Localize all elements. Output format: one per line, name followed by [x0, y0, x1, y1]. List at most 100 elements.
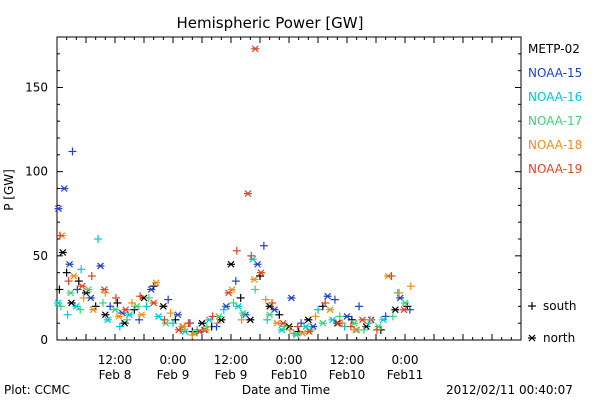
- data-point-south: [285, 325, 294, 334]
- x-tick-time-label: 0:00: [392, 353, 419, 367]
- data-point-south: [293, 322, 302, 331]
- data-point-south: [275, 310, 284, 319]
- data-point-north: [132, 302, 141, 310]
- marker-legend-label: north: [543, 331, 575, 345]
- data-point-south: [169, 319, 177, 328]
- data-point-south: [113, 298, 122, 307]
- x-tick-date-label: Feb 9: [157, 368, 190, 382]
- data-point-north: [67, 299, 76, 307]
- y-tick-label: 0: [40, 333, 48, 347]
- data-point-north: [374, 323, 383, 330]
- data-point-north: [54, 205, 63, 213]
- timestamp: 2012/02/11 00:40:07: [446, 383, 573, 397]
- data-point-north: [84, 286, 93, 293]
- data-point-south: [188, 330, 197, 339]
- data-point-south: [87, 272, 96, 281]
- data-point-south: [395, 288, 404, 297]
- data-point-south: [366, 315, 375, 324]
- data-point-north: [256, 269, 265, 277]
- data-point-north: [72, 302, 81, 310]
- data-point-north: [60, 185, 69, 192]
- data-point-north: [137, 311, 146, 319]
- data-point-north: [305, 328, 314, 336]
- plot-credit: Plot: CCMC: [4, 383, 70, 397]
- data-point-north: [239, 309, 248, 317]
- data-point-south: [314, 305, 322, 314]
- data-point-south: [74, 277, 83, 286]
- data-point-south: [79, 293, 88, 302]
- data-point-south: [127, 298, 136, 307]
- y-tick-label: 50: [33, 249, 48, 263]
- data-point-south: [63, 310, 72, 319]
- data-point-north: [279, 319, 288, 327]
- data-point-south: [184, 319, 193, 328]
- data-point-north: [103, 316, 112, 324]
- data-point-north: [246, 316, 255, 324]
- star-marker-icon: [528, 334, 536, 342]
- data-point-north: [323, 292, 332, 300]
- data-point-north: [265, 311, 274, 319]
- data-point-north: [328, 316, 337, 324]
- plot-frame: [56, 36, 522, 341]
- data-point-south: [55, 231, 64, 240]
- data-point-south: [259, 241, 268, 250]
- data-point-north: [351, 326, 360, 334]
- data-point-north: [334, 319, 343, 327]
- data-point-north: [152, 279, 161, 287]
- data-point-south: [268, 298, 277, 307]
- x-tick-date-label: Feb 8: [99, 368, 132, 382]
- data-point-south: [68, 147, 77, 156]
- data-point-north: [224, 289, 233, 297]
- data-point-south: [311, 312, 320, 321]
- data-point-north: [250, 275, 259, 283]
- data-point-south: [160, 315, 169, 324]
- data-point-south: [359, 325, 368, 334]
- data-point-north: [201, 326, 210, 334]
- data-point-north: [198, 319, 206, 327]
- data-point-north: [234, 302, 243, 310]
- data-point-south: [347, 315, 356, 324]
- data-point-north: [147, 286, 156, 293]
- plus-marker-icon: [528, 302, 536, 310]
- data-point-north: [401, 299, 409, 307]
- data-point-north: [111, 306, 119, 314]
- data-point-south: [64, 277, 73, 286]
- legend-entry: NOAA-18: [528, 138, 582, 152]
- data-point-north: [69, 272, 78, 280]
- data-point-south: [297, 319, 306, 328]
- data-point-north: [173, 311, 182, 319]
- y-tick-label: 150: [25, 81, 48, 95]
- legend-entry: METP-02: [528, 42, 580, 56]
- x-axis-label: Date and Time: [242, 383, 330, 397]
- data-point-south: [144, 293, 153, 302]
- data-point-north: [205, 316, 214, 324]
- data-point-south: [330, 295, 339, 304]
- data-point-north: [358, 316, 367, 324]
- data-point-north: [400, 306, 409, 314]
- x-tick-date-label: Feb 9: [215, 368, 248, 382]
- data-point-north: [379, 316, 388, 324]
- data-point-north: [270, 306, 279, 314]
- data-point-south: [237, 315, 246, 324]
- data-point-south: [130, 305, 139, 314]
- data-point-south: [406, 282, 415, 291]
- data-point-north: [304, 316, 313, 324]
- x-tick-time-label: 0:00: [276, 353, 303, 367]
- data-point-south: [212, 322, 221, 331]
- data-point-north: [161, 319, 170, 327]
- data-point-south: [73, 285, 82, 294]
- data-point-north: [326, 306, 335, 314]
- data-point-north: [217, 316, 226, 324]
- data-point-south: [229, 298, 238, 307]
- data-point-north: [391, 306, 400, 314]
- data-point-north: [292, 331, 301, 339]
- legend-entry: NOAA-15: [528, 66, 582, 80]
- data-point-north: [343, 313, 351, 320]
- data-point-south: [77, 265, 86, 274]
- data-point-north: [100, 286, 109, 293]
- data-point-south: [236, 293, 245, 302]
- data-point-north: [301, 323, 310, 330]
- data-point-south: [219, 305, 228, 314]
- data-point-south: [98, 298, 107, 307]
